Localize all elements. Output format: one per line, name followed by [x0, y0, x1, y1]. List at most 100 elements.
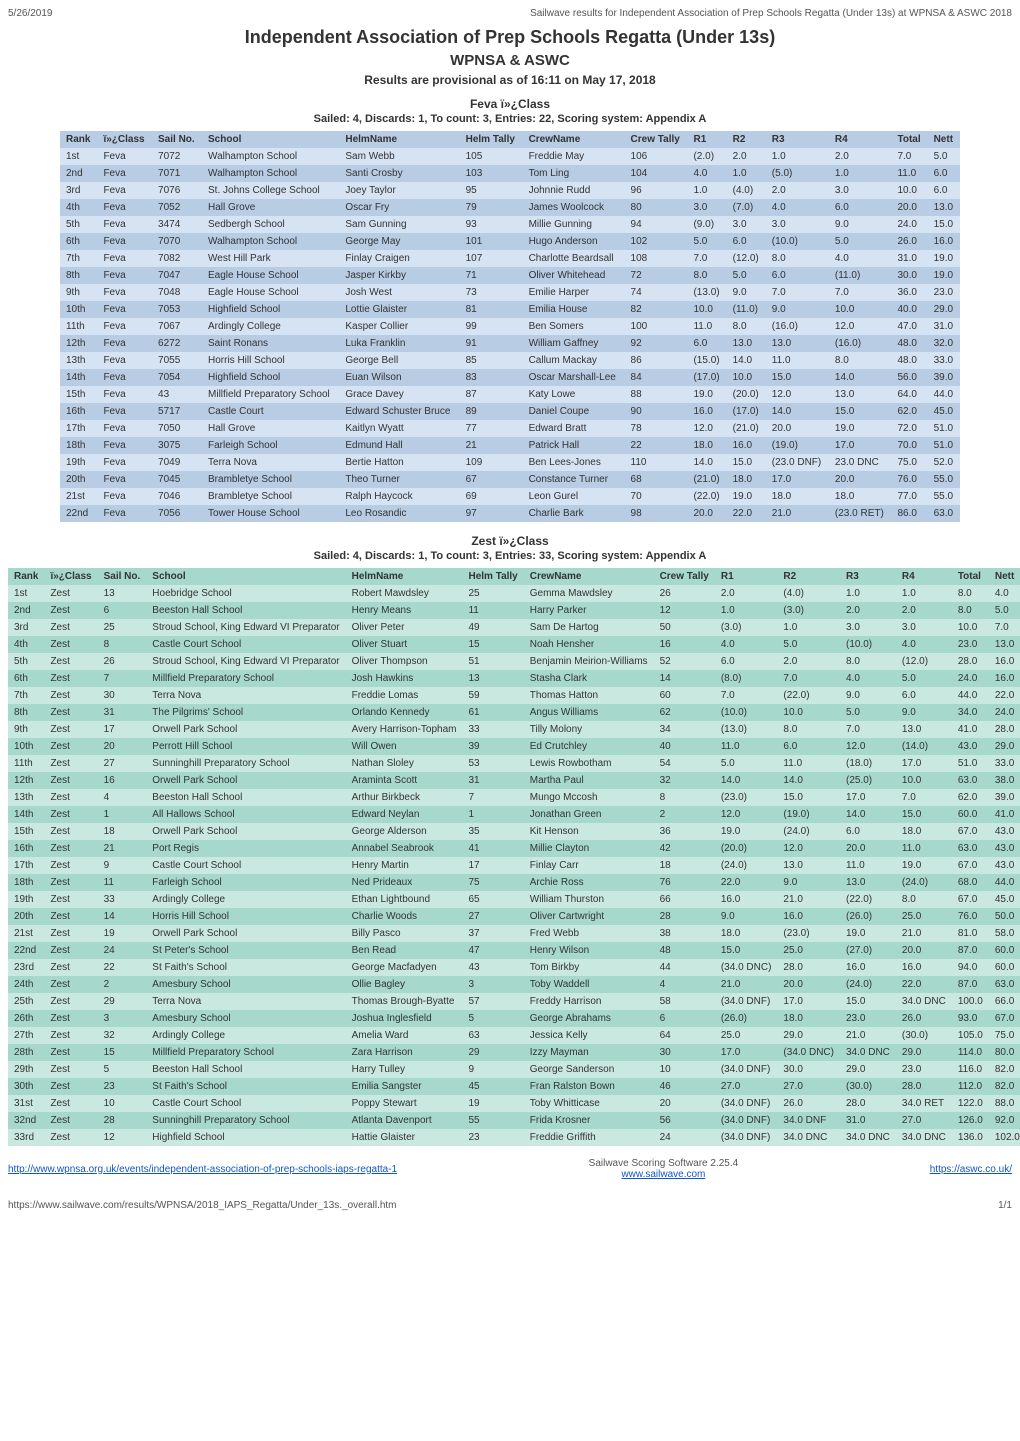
column-header: Nett — [928, 131, 960, 148]
table-cell: (22.0) — [840, 891, 896, 908]
table-cell: Finlay Carr — [524, 857, 654, 874]
column-header: HelmName — [346, 568, 463, 585]
table-cell: 10th — [8, 738, 44, 755]
table-cell: (20.0) — [715, 840, 778, 857]
table-cell: 75 — [462, 874, 523, 891]
table-cell: George May — [339, 233, 459, 250]
table-cell: Noah Hensher — [524, 636, 654, 653]
table-cell: 100 — [625, 318, 688, 335]
table-cell: (23.0) — [777, 925, 840, 942]
table-cell: (13.0) — [687, 284, 726, 301]
table-cell: (24.0) — [777, 823, 840, 840]
table-cell: 11.0 — [891, 165, 927, 182]
table-cell: Zest — [44, 670, 97, 687]
table-cell: 20.0 — [777, 976, 840, 993]
table-cell: Grace Davey — [339, 386, 459, 403]
zest-header-row: Rankï»¿ClassSail No.SchoolHelmNameHelm T… — [8, 568, 1020, 585]
table-cell: 2.0 — [829, 148, 892, 165]
table-cell: 9.0 — [727, 284, 766, 301]
table-cell: 2 — [654, 806, 715, 823]
table-cell: 9.0 — [840, 687, 896, 704]
table-cell: 28.0 — [896, 1078, 952, 1095]
table-cell: 51.0 — [952, 755, 989, 772]
table-cell: 98 — [625, 505, 688, 522]
table-cell: 11 — [462, 602, 523, 619]
table-row: 24thZest2Amesbury SchoolOllie Bagley3Tob… — [8, 976, 1020, 993]
table-cell: George Sanderson — [524, 1061, 654, 1078]
table-row: 4thFeva7052Hall GroveOscar Fry79James Wo… — [60, 199, 960, 216]
table-cell: 3.0 — [840, 619, 896, 636]
table-cell: Araminta Scott — [346, 772, 463, 789]
table-cell: 66 — [654, 891, 715, 908]
table-cell: 23.0 — [952, 636, 989, 653]
table-cell: 9.0 — [766, 301, 829, 318]
table-cell: 74 — [625, 284, 688, 301]
table-cell: 34.0 DNF — [777, 1112, 840, 1129]
table-cell: 23.0 — [840, 1010, 896, 1027]
table-cell: (21.0) — [687, 471, 726, 488]
table-cell: 29 — [462, 1044, 523, 1061]
table-cell: 62.0 — [952, 789, 989, 806]
table-cell: 9.0 — [829, 216, 892, 233]
table-cell: 27 — [98, 755, 147, 772]
table-cell: 21 — [460, 437, 523, 454]
table-cell: Lewis Rowbotham — [524, 755, 654, 772]
table-cell: Hall Grove — [202, 420, 339, 437]
table-row: 21stFeva7046Brambletye SchoolRalph Hayco… — [60, 488, 960, 505]
table-cell: Bertie Hatton — [339, 454, 459, 471]
table-cell: (26.0) — [840, 908, 896, 925]
table-cell: 13.0 — [766, 335, 829, 352]
table-cell: 29.0 — [989, 738, 1020, 755]
table-cell: 20th — [60, 471, 97, 488]
table-cell: 22nd — [8, 942, 44, 959]
table-cell: 17.0 — [766, 471, 829, 488]
table-cell: 22nd — [60, 505, 97, 522]
table-cell: 5 — [462, 1010, 523, 1027]
table-cell: 21.0 — [840, 1027, 896, 1044]
footer-left-link[interactable]: http://www.wpnsa.org.uk/events/independe… — [8, 1164, 397, 1175]
table-cell: 43 — [152, 386, 202, 403]
table-cell: 10.0 — [777, 704, 840, 721]
table-cell: Eagle House School — [202, 267, 339, 284]
table-cell: 13.0 — [928, 199, 960, 216]
table-cell: Joey Taylor — [339, 182, 459, 199]
table-cell: Ollie Bagley — [346, 976, 463, 993]
table-cell: 14.0 — [687, 454, 726, 471]
table-cell: 19.0 — [829, 420, 892, 437]
table-cell: 85 — [460, 352, 523, 369]
footer-sailwave-link[interactable]: www.sailwave.com — [621, 1169, 705, 1180]
column-header: CrewName — [524, 568, 654, 585]
table-cell: 9th — [60, 284, 97, 301]
table-cell: 12.0 — [829, 318, 892, 335]
table-cell: Thomas Brough-Byatte — [346, 993, 463, 1010]
table-cell: 19 — [462, 1095, 523, 1112]
table-cell: Nathan Sloley — [346, 755, 463, 772]
table-cell: 21 — [98, 840, 147, 857]
table-cell: 7.0 — [777, 670, 840, 687]
venue-title: WPNSA & ASWC — [8, 52, 1012, 69]
table-cell: 29 — [98, 993, 147, 1010]
table-cell: 65 — [462, 891, 523, 908]
feva-header-row: Rankï»¿ClassSail No.SchoolHelmNameHelm T… — [60, 131, 960, 148]
table-cell: 15.0 — [928, 216, 960, 233]
table-cell: Farleigh School — [202, 437, 339, 454]
table-cell: William Thurston — [524, 891, 654, 908]
column-header: R2 — [777, 568, 840, 585]
column-header: Sail No. — [98, 568, 147, 585]
table-cell: Kasper Collier — [339, 318, 459, 335]
table-cell: 78 — [625, 420, 688, 437]
table-cell: Feva — [97, 182, 152, 199]
table-cell: 3.0 — [727, 216, 766, 233]
table-cell: (34.0 DNF) — [715, 1129, 778, 1146]
table-cell: 102 — [625, 233, 688, 250]
table-cell: (30.0) — [840, 1078, 896, 1095]
table-cell: 7047 — [152, 267, 202, 284]
table-cell: 75.0 — [989, 1027, 1020, 1044]
footer-right-link[interactable]: https://aswc.co.uk/ — [930, 1164, 1012, 1175]
table-cell: 34.0 RET — [896, 1095, 952, 1112]
table-cell: 7045 — [152, 471, 202, 488]
table-cell: 7054 — [152, 369, 202, 386]
table-cell: Castle Court School — [146, 636, 345, 653]
table-row: 19thZest33Ardingly CollegeEthan Lightbou… — [8, 891, 1020, 908]
table-cell: 26 — [98, 653, 147, 670]
